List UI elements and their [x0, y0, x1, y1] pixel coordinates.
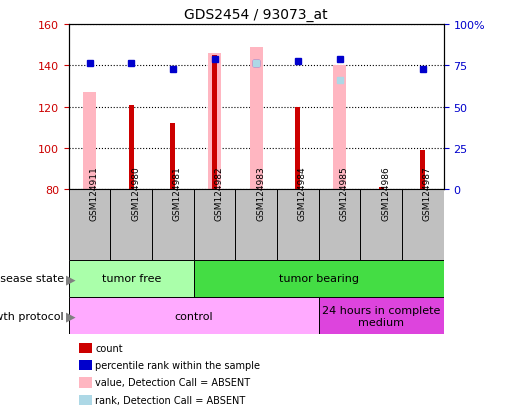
Bar [318, 190, 360, 260]
Text: tumor free: tumor free [101, 274, 161, 284]
Bar [83, 93, 96, 190]
Bar [69, 260, 193, 297]
Text: GSM124987: GSM124987 [422, 166, 431, 221]
Bar [152, 190, 193, 260]
Bar [333, 66, 345, 190]
Bar [249, 47, 262, 190]
Bar [193, 190, 235, 260]
Bar [208, 54, 220, 190]
Text: growth protocol: growth protocol [0, 311, 64, 321]
Bar [318, 297, 443, 335]
Bar [69, 190, 110, 260]
Text: rank, Detection Call = ABSENT: rank, Detection Call = ABSENT [95, 395, 245, 405]
Text: control: control [174, 311, 213, 321]
Bar [378, 188, 383, 190]
Bar [401, 190, 443, 260]
Text: percentile rank within the sample: percentile rank within the sample [95, 360, 260, 370]
Text: ▶: ▶ [66, 272, 76, 285]
Bar [129, 105, 133, 190]
Text: GSM124983: GSM124983 [256, 166, 265, 221]
Title: GDS2454 / 93073_at: GDS2454 / 93073_at [184, 8, 327, 22]
Bar [69, 297, 318, 335]
Bar [419, 151, 425, 190]
Bar [295, 107, 300, 190]
Bar [276, 190, 318, 260]
Text: disease state: disease state [0, 274, 64, 284]
Bar [193, 260, 443, 297]
Bar [212, 56, 217, 190]
Text: 24 hours in complete
medium: 24 hours in complete medium [321, 305, 440, 327]
Text: tumor bearing: tumor bearing [278, 274, 358, 284]
Text: GSM124984: GSM124984 [297, 166, 306, 221]
Text: GSM124986: GSM124986 [380, 166, 389, 221]
Bar [110, 190, 152, 260]
Text: value, Detection Call = ABSENT: value, Detection Call = ABSENT [95, 377, 250, 387]
Text: count: count [95, 343, 123, 353]
Text: GSM124985: GSM124985 [339, 166, 348, 221]
Bar [235, 190, 276, 260]
Text: GSM124982: GSM124982 [214, 166, 223, 221]
Text: ▶: ▶ [66, 309, 76, 323]
Text: GSM124981: GSM124981 [173, 166, 182, 221]
Text: GSM124980: GSM124980 [131, 166, 140, 221]
Bar [170, 124, 175, 190]
Text: GSM124911: GSM124911 [90, 166, 98, 221]
Bar [360, 190, 401, 260]
